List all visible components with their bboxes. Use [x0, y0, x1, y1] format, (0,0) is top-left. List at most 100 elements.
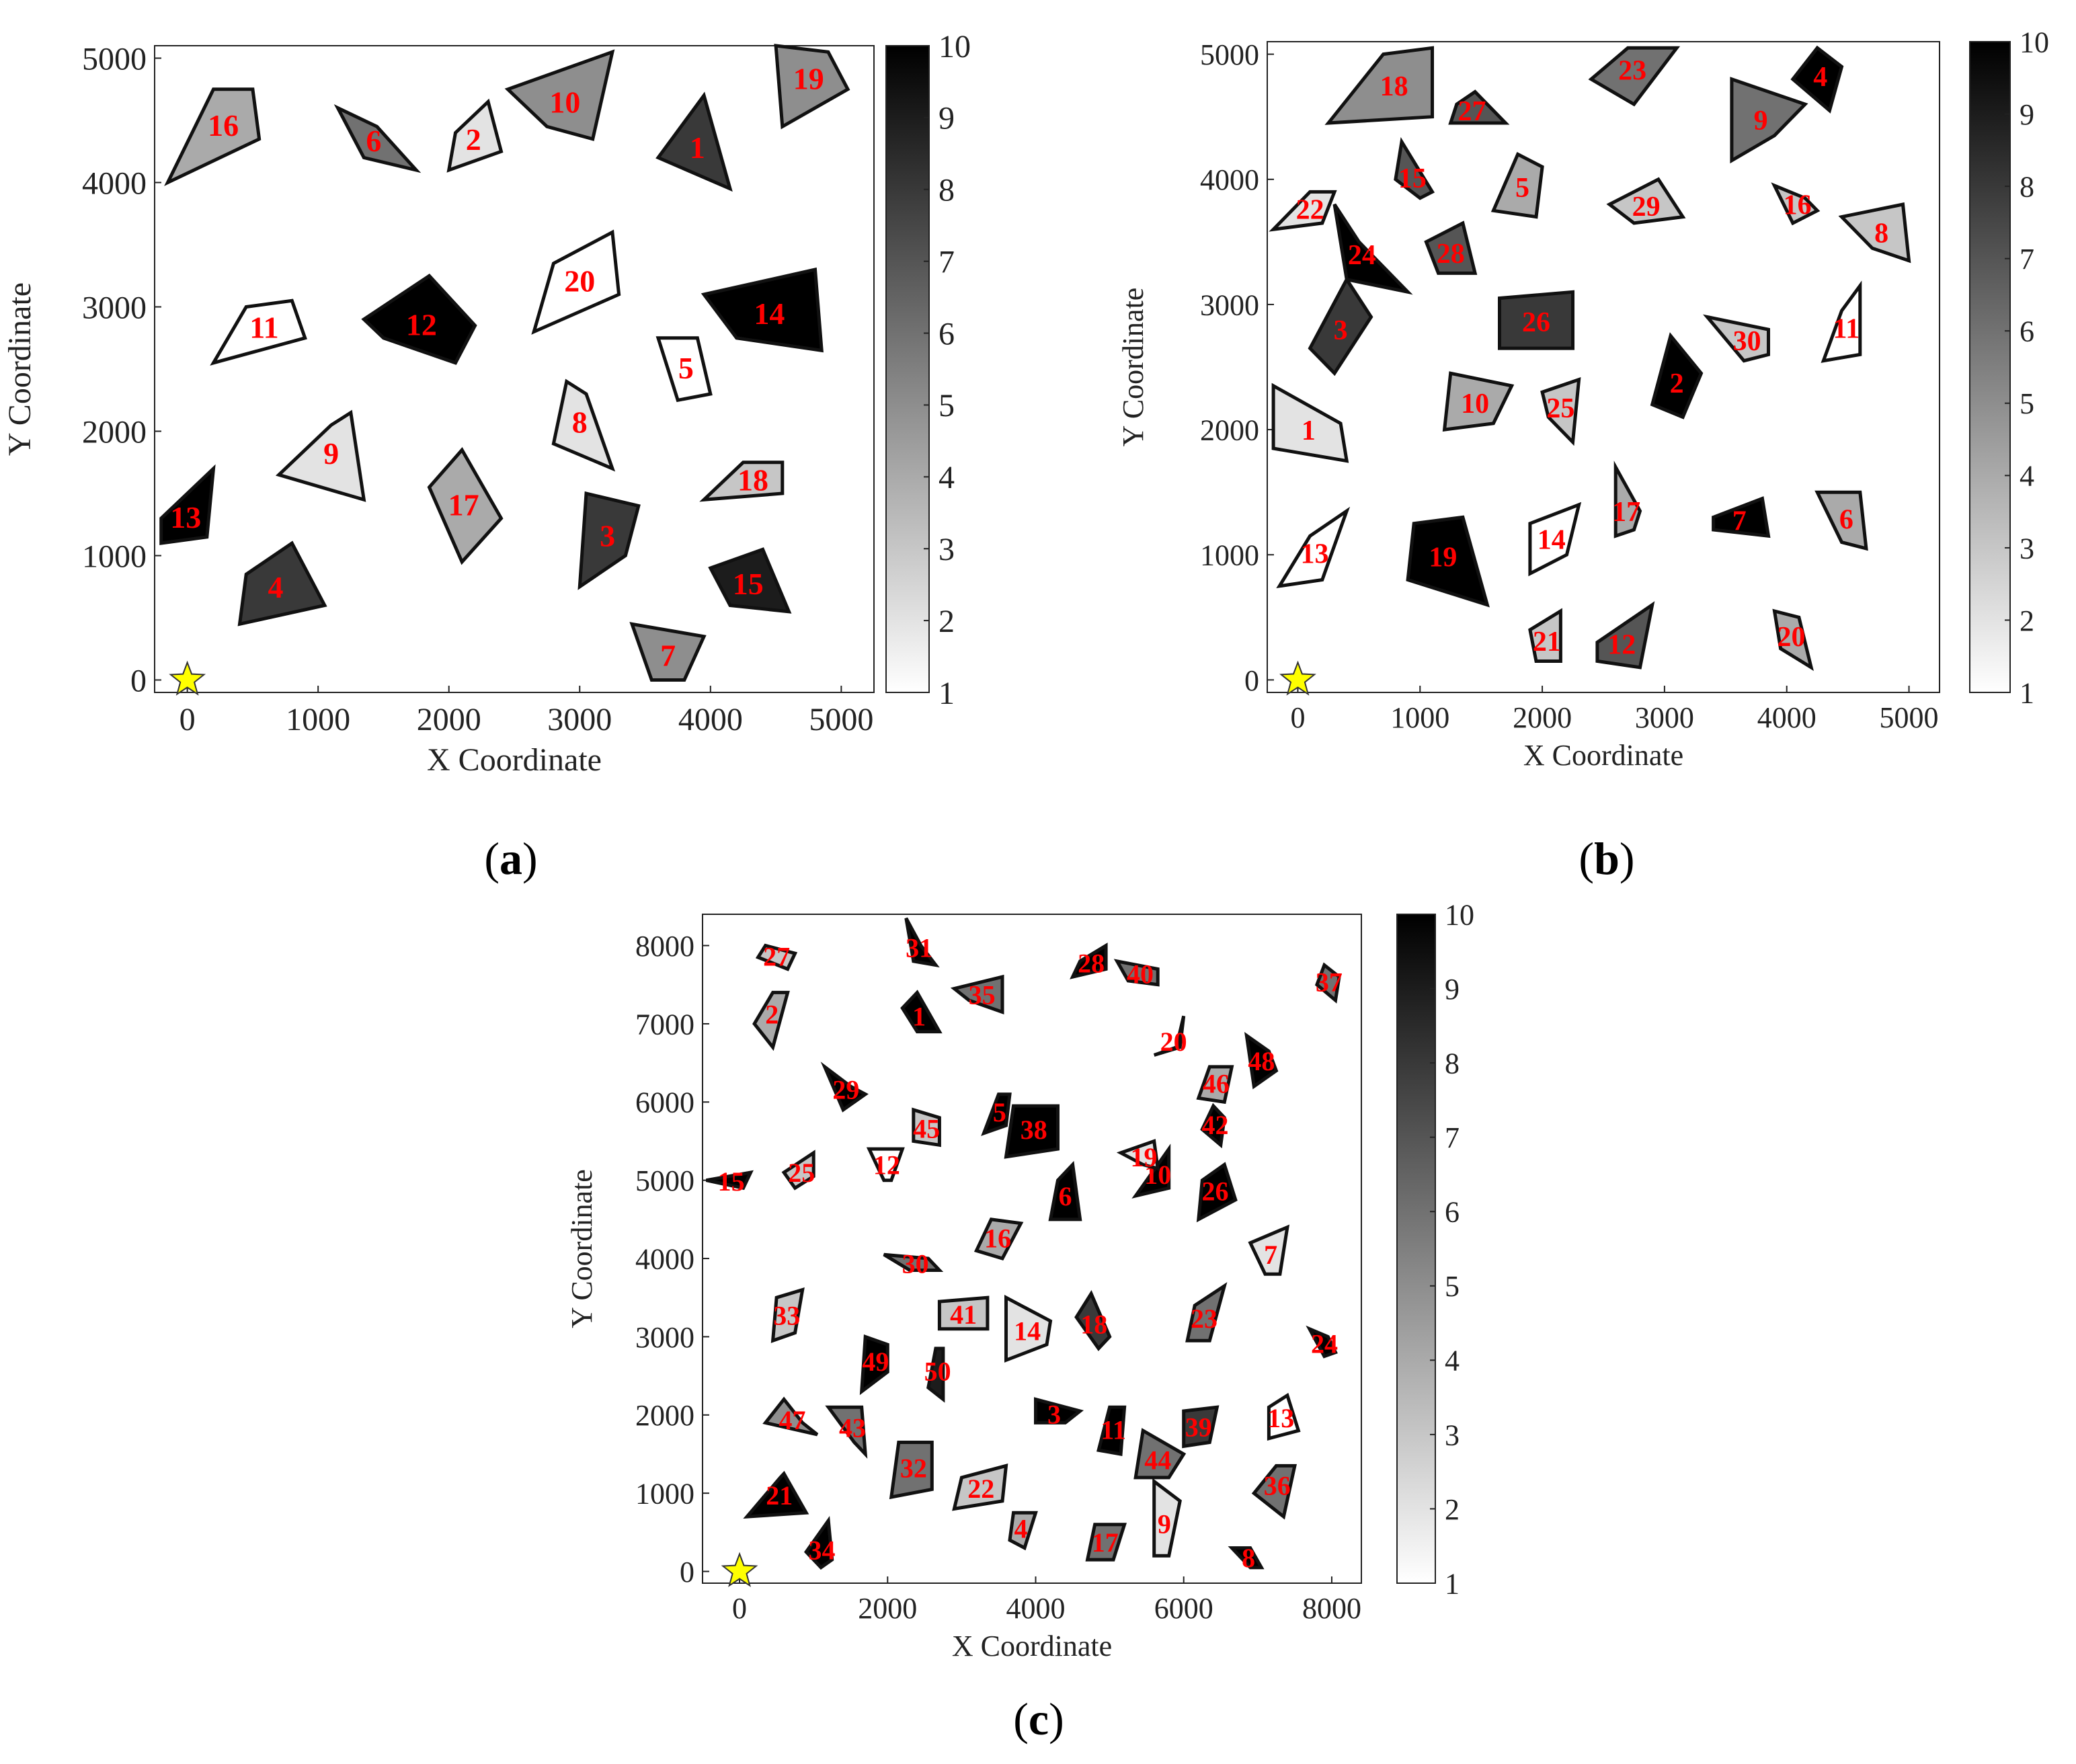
x-tick-label: 0 [1290, 701, 1305, 734]
x-tick-label: 4000 [1006, 1592, 1066, 1625]
colorbar-tick-label: 5 [1445, 1270, 1460, 1303]
x-axis-label: X Coordinate [427, 742, 602, 778]
x-tick-label: 4000 [1757, 701, 1816, 734]
polygon-label-4: 4 [1813, 62, 1827, 93]
polygon-region-18 [699, 460, 785, 502]
polygon-label-26: 26 [1522, 307, 1550, 338]
polygon-label-25: 25 [1546, 393, 1574, 424]
y-tick-label: 5000 [82, 41, 147, 77]
polygon-region-7 [629, 622, 707, 682]
polygon-region-20 [531, 229, 621, 335]
polygon-label-46: 46 [1203, 1069, 1230, 1099]
colorbar-tick-label: 9 [1445, 973, 1460, 1006]
polygon-region-15 [705, 1170, 754, 1191]
polygon-label-12: 12 [1607, 630, 1636, 661]
polygon-label-48: 48 [1248, 1046, 1275, 1076]
panel-b: 0 1000 2000 3000 4000 5000 0 1000 2000 3000 4000 50… [1117, 26, 2049, 772]
y-tick-label: 3000 [635, 1321, 694, 1354]
polygon-region-4 [1008, 1511, 1038, 1551]
polygon-region-16 [973, 1217, 1024, 1260]
polygon-label-20: 20 [1778, 622, 1806, 653]
polygon-label-14: 14 [1538, 525, 1566, 556]
polygon-region-22 [1269, 190, 1337, 232]
colorbar-tick-label: 10 [1445, 898, 1474, 931]
polygon-region-19 [774, 44, 850, 130]
colorbar-tick-label: 2 [1445, 1493, 1460, 1526]
polygon-label-9: 9 [1754, 106, 1768, 136]
polygon-region-45 [912, 1107, 941, 1148]
colorbar-tick-label: 4 [1445, 1345, 1460, 1377]
polygon-label-28: 28 [1437, 239, 1465, 270]
y-tick-label: 0 [130, 663, 147, 698]
polygon-label-11: 11 [1833, 314, 1860, 345]
polygon-label-3: 3 [600, 519, 615, 553]
polygon-label-5: 5 [993, 1097, 1006, 1127]
polygon-label-1: 1 [1302, 415, 1316, 446]
colorbar-tick-label: 4 [939, 460, 955, 495]
polygon-label-27: 27 [1458, 96, 1486, 127]
colorbar-tick-label: 7 [939, 244, 955, 280]
polygon-label-18: 18 [1080, 1310, 1107, 1340]
polygon-region-48 [1244, 1032, 1279, 1090]
polygon-label-16: 16 [984, 1223, 1011, 1253]
polygon-region-6 [1048, 1160, 1082, 1221]
polygon-label-15: 15 [1398, 163, 1427, 194]
polygon-region-30 [1702, 314, 1770, 363]
y-tick-label: 1000 [1200, 539, 1259, 572]
polygon-label-23: 23 [1618, 56, 1646, 87]
polygon-label-3: 3 [1047, 1399, 1061, 1429]
polygon-label-5: 5 [678, 351, 694, 385]
polygon-region-43 [825, 1405, 868, 1459]
polygon-label-21: 21 [766, 1480, 793, 1511]
polygon-label-30: 30 [1733, 326, 1761, 357]
y-tick-label: 3000 [82, 290, 147, 325]
polygon-region-36 [1251, 1464, 1298, 1520]
colorbar-tick-label: 4 [2020, 460, 2034, 493]
polygon-region-3 [577, 491, 641, 590]
polygon-label-16: 16 [1784, 190, 1812, 221]
polygon-label-2: 2 [765, 999, 778, 1029]
polygon-region-10 [1131, 1144, 1171, 1199]
x-tick-label: 2000 [1513, 701, 1572, 734]
y-axis-label: Y Coordinate [565, 1169, 598, 1328]
polygon-label-28: 28 [1078, 949, 1105, 979]
colorbar-tick-label: 8 [1445, 1047, 1460, 1080]
polygon-label-43: 43 [839, 1413, 866, 1443]
polygon-label-7: 7 [1264, 1240, 1277, 1270]
polygon-region-2 [446, 98, 504, 173]
polygon-region-22 [952, 1464, 1008, 1511]
y-axis-label: Y Coordinate [1117, 288, 1150, 447]
polygon-region-34 [803, 1515, 834, 1570]
polygon-label-34: 34 [809, 1535, 836, 1566]
polygon-region-21 [743, 1470, 809, 1519]
polygon-label-18: 18 [737, 463, 768, 497]
polygon-region-18 [1324, 46, 1434, 125]
polygon-label-20: 20 [564, 264, 595, 298]
polygon-label-13: 13 [1300, 539, 1328, 570]
polygon-region-1 [655, 91, 733, 192]
polygon-region-15 [1394, 136, 1435, 200]
polygon-region-5 [1490, 152, 1544, 219]
polygon-region-20 [1772, 608, 1814, 672]
polygon-region-6 [333, 104, 422, 173]
x-tick-label: 8000 [1302, 1592, 1361, 1625]
polygon-region-44 [1133, 1428, 1187, 1480]
polygon-region-11 [1096, 1405, 1127, 1456]
polygon-label-22: 22 [967, 1474, 994, 1504]
polygon-label-13: 13 [170, 500, 201, 534]
x-tick-label: 2000 [417, 702, 481, 737]
polygon-region-50 [926, 1347, 945, 1403]
polygon-region-14 [1004, 1295, 1053, 1363]
y-axis-label: Y Coordinate [2, 282, 38, 456]
panel-c: 0 2000 4000 6000 8000 0 1000 2000 3000 4000 5000 60… [565, 898, 1474, 1662]
polygon-label-1: 1 [690, 130, 705, 165]
polygon-label-7: 7 [1732, 506, 1747, 537]
polygon-region-4 [1790, 45, 1844, 114]
colorbar-tick-label: 1 [2020, 676, 2034, 709]
polygon-region-49 [859, 1334, 889, 1396]
polygon-region-2 [752, 990, 790, 1051]
x-tick-label: 5000 [809, 702, 873, 737]
colorbar-tick-label: 8 [2020, 171, 2034, 204]
polygon-label-6: 6 [1839, 504, 1853, 535]
caption-a: (a) [484, 833, 537, 884]
